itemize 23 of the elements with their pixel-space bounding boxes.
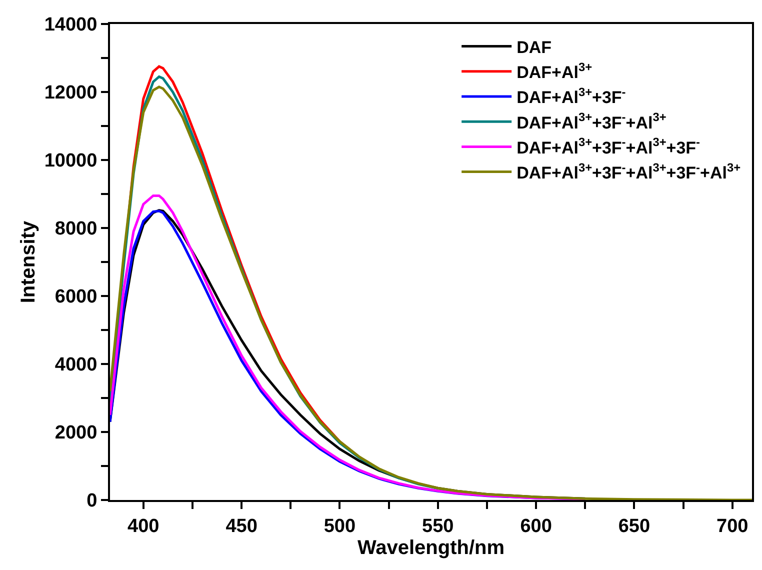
y-tick-label: 6000 <box>54 286 98 308</box>
legend-label: DAF+Al$^{3+}$ <box>516 60 592 82</box>
y-tick-label: 8000 <box>54 218 98 240</box>
x-tick-label: 700 <box>716 516 748 537</box>
legend-label: DAF+Al$^{3+}$+3F$^{-}$ <box>516 85 626 108</box>
legend-label: DAF <box>516 38 552 57</box>
y-axis-title: Intensity <box>17 220 40 304</box>
x-tick-label: 500 <box>324 516 356 537</box>
legend-label: DAF+Al$^{3+}$+3F$^{-}$+Al$^{3+}$ <box>516 110 666 132</box>
x-tick-label: 550 <box>422 516 454 537</box>
y-tick-label: 14000 <box>44 14 98 36</box>
x-tick-label: 650 <box>618 516 650 537</box>
x-tick-label: 600 <box>520 516 552 537</box>
y-tick-label: 2000 <box>54 422 98 444</box>
x-tick-label: 450 <box>226 516 258 537</box>
text: DAF+Al$^{3+}$+3F$^{-}$+Al$^{3+}$+3F$^{-}$+Al$^{3+}$ <box>516 160 741 182</box>
y-tick-label: 10000 <box>44 150 98 172</box>
x-tick-label: 400 <box>128 516 160 537</box>
y-tick-label: 0 <box>86 490 98 512</box>
y-tick-label: 4000 <box>54 354 98 376</box>
x-axis-title: Wavelength/nm <box>357 536 505 559</box>
legend-label: DAF+Al$^{3+}$+3F$^{-}$+Al$^{3+}$+3F$^{-}$ <box>516 135 700 158</box>
y-tick-label: 12000 <box>44 82 98 104</box>
